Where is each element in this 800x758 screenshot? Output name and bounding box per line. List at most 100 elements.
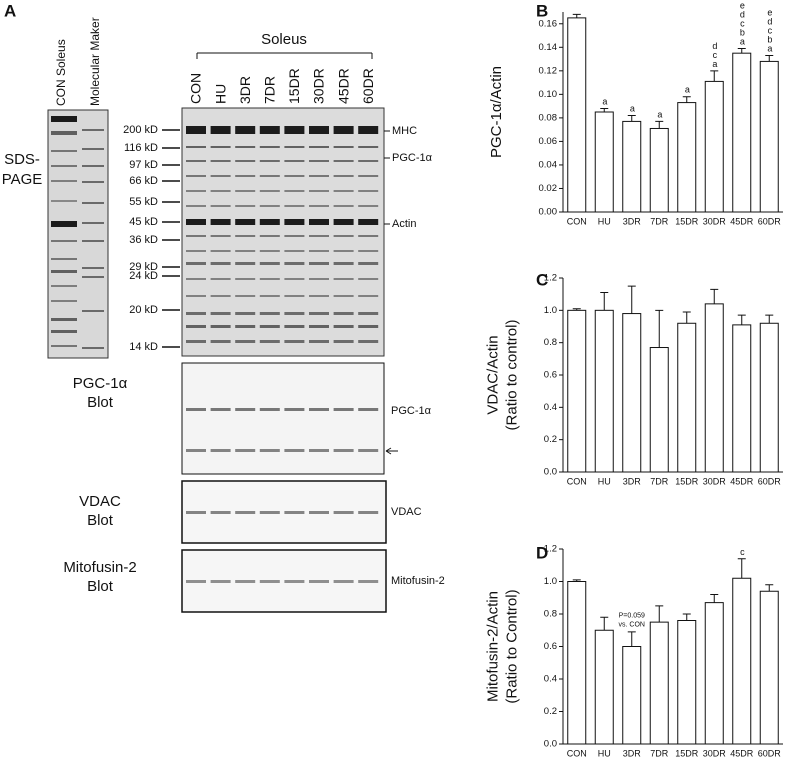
gel-band bbox=[186, 340, 206, 343]
gel-band bbox=[358, 408, 379, 411]
gel-band bbox=[186, 146, 206, 148]
gel-band bbox=[186, 449, 206, 452]
blot-band-label: VDAC bbox=[391, 506, 422, 518]
x-tick-label: 30DR bbox=[703, 216, 727, 226]
gel-band bbox=[284, 126, 305, 134]
gel-band bbox=[358, 449, 379, 452]
gel-band bbox=[82, 267, 104, 269]
gel-band bbox=[309, 160, 329, 162]
x-tick-label: 15DR bbox=[675, 476, 699, 486]
bar bbox=[677, 620, 697, 745]
gel-band bbox=[186, 511, 206, 514]
x-tick-label: 30DR bbox=[703, 476, 727, 486]
bar bbox=[594, 629, 614, 745]
gel-band bbox=[82, 202, 104, 204]
gel-band bbox=[235, 175, 256, 177]
gel-band bbox=[186, 295, 206, 297]
marker-label: 66 kD bbox=[129, 175, 158, 187]
panel-label: B bbox=[536, 1, 548, 20]
gel-band bbox=[358, 250, 379, 252]
x-tick-label: 30DR bbox=[703, 748, 727, 758]
bar bbox=[732, 577, 752, 745]
error-bar bbox=[600, 616, 609, 631]
x-tick-label: CON bbox=[567, 476, 587, 486]
error-bar bbox=[572, 308, 581, 311]
error-bar bbox=[655, 605, 664, 623]
gel-band bbox=[186, 126, 206, 134]
gel-band bbox=[51, 150, 77, 152]
gel-band bbox=[186, 175, 206, 177]
band-label: PGC-1α bbox=[392, 152, 433, 164]
gel-band bbox=[309, 205, 329, 207]
gel-band bbox=[333, 160, 354, 162]
y-tick-label: 1.0 bbox=[544, 576, 557, 587]
gel-band bbox=[259, 262, 280, 265]
gel-band bbox=[51, 116, 77, 122]
gel-band bbox=[284, 175, 305, 177]
gel-band bbox=[82, 148, 104, 150]
gel-band bbox=[259, 340, 280, 343]
sds-label: SDS- bbox=[4, 151, 40, 168]
blot-band-label: Mitofusin-2 bbox=[391, 575, 445, 587]
gel-band bbox=[259, 146, 280, 148]
blot-title: Blot bbox=[87, 512, 114, 529]
gel-band bbox=[210, 160, 231, 162]
gel-band bbox=[186, 408, 206, 411]
gel-band bbox=[51, 221, 77, 227]
gel-band bbox=[51, 345, 77, 347]
gel-band bbox=[259, 126, 280, 134]
gel-band bbox=[186, 262, 206, 265]
error-bar bbox=[600, 107, 609, 112]
gel-band bbox=[333, 219, 354, 225]
marker-label: 45 kD bbox=[129, 216, 158, 228]
gel-band bbox=[210, 580, 231, 583]
gel-band bbox=[186, 580, 206, 583]
y-tick-label: 0.6 bbox=[544, 641, 557, 652]
gel-band bbox=[358, 580, 379, 583]
bar bbox=[594, 309, 614, 473]
gel-band bbox=[259, 278, 280, 280]
gel-band bbox=[259, 449, 280, 452]
gel-band bbox=[358, 175, 379, 177]
gel-band bbox=[284, 205, 305, 207]
gel-band bbox=[210, 295, 231, 297]
gel-band bbox=[186, 219, 206, 225]
gel-band bbox=[309, 175, 329, 177]
bar bbox=[622, 120, 642, 213]
bar bbox=[677, 102, 697, 213]
lane-label: 7DR bbox=[262, 76, 278, 104]
gel-band bbox=[210, 190, 231, 192]
gel-band bbox=[358, 219, 379, 225]
gel-band bbox=[309, 250, 329, 252]
marker-label: 97 kD bbox=[129, 159, 158, 171]
gel-band bbox=[358, 312, 379, 315]
y-axis-label: (Ratio to control) bbox=[503, 320, 520, 431]
gel-band bbox=[210, 205, 231, 207]
gel-band bbox=[259, 160, 280, 162]
gel-band bbox=[210, 511, 231, 514]
gel-band bbox=[210, 262, 231, 265]
y-tick-label: 0.12 bbox=[539, 65, 558, 76]
gel-band bbox=[51, 180, 77, 182]
gel-band bbox=[210, 250, 231, 252]
bar bbox=[567, 581, 587, 745]
gel-band bbox=[358, 160, 379, 162]
band-label: MHC bbox=[392, 125, 417, 137]
bar bbox=[704, 303, 724, 473]
x-tick-label: 60DR bbox=[758, 216, 782, 226]
gel-band bbox=[210, 278, 231, 280]
gel-band bbox=[333, 190, 354, 192]
gel-band bbox=[51, 131, 77, 135]
gel-band bbox=[235, 126, 256, 134]
gel-band bbox=[358, 295, 379, 297]
gel-band bbox=[235, 160, 256, 162]
blot-band-label: PGC-1α bbox=[391, 405, 432, 417]
gel-band bbox=[333, 511, 354, 514]
significance-label: edcba bbox=[737, 0, 747, 45]
gel-band bbox=[186, 312, 206, 315]
x-tick-label: HU bbox=[598, 216, 611, 226]
gel-band bbox=[333, 146, 354, 148]
bar bbox=[704, 602, 724, 745]
lane-label: HU bbox=[212, 84, 228, 104]
